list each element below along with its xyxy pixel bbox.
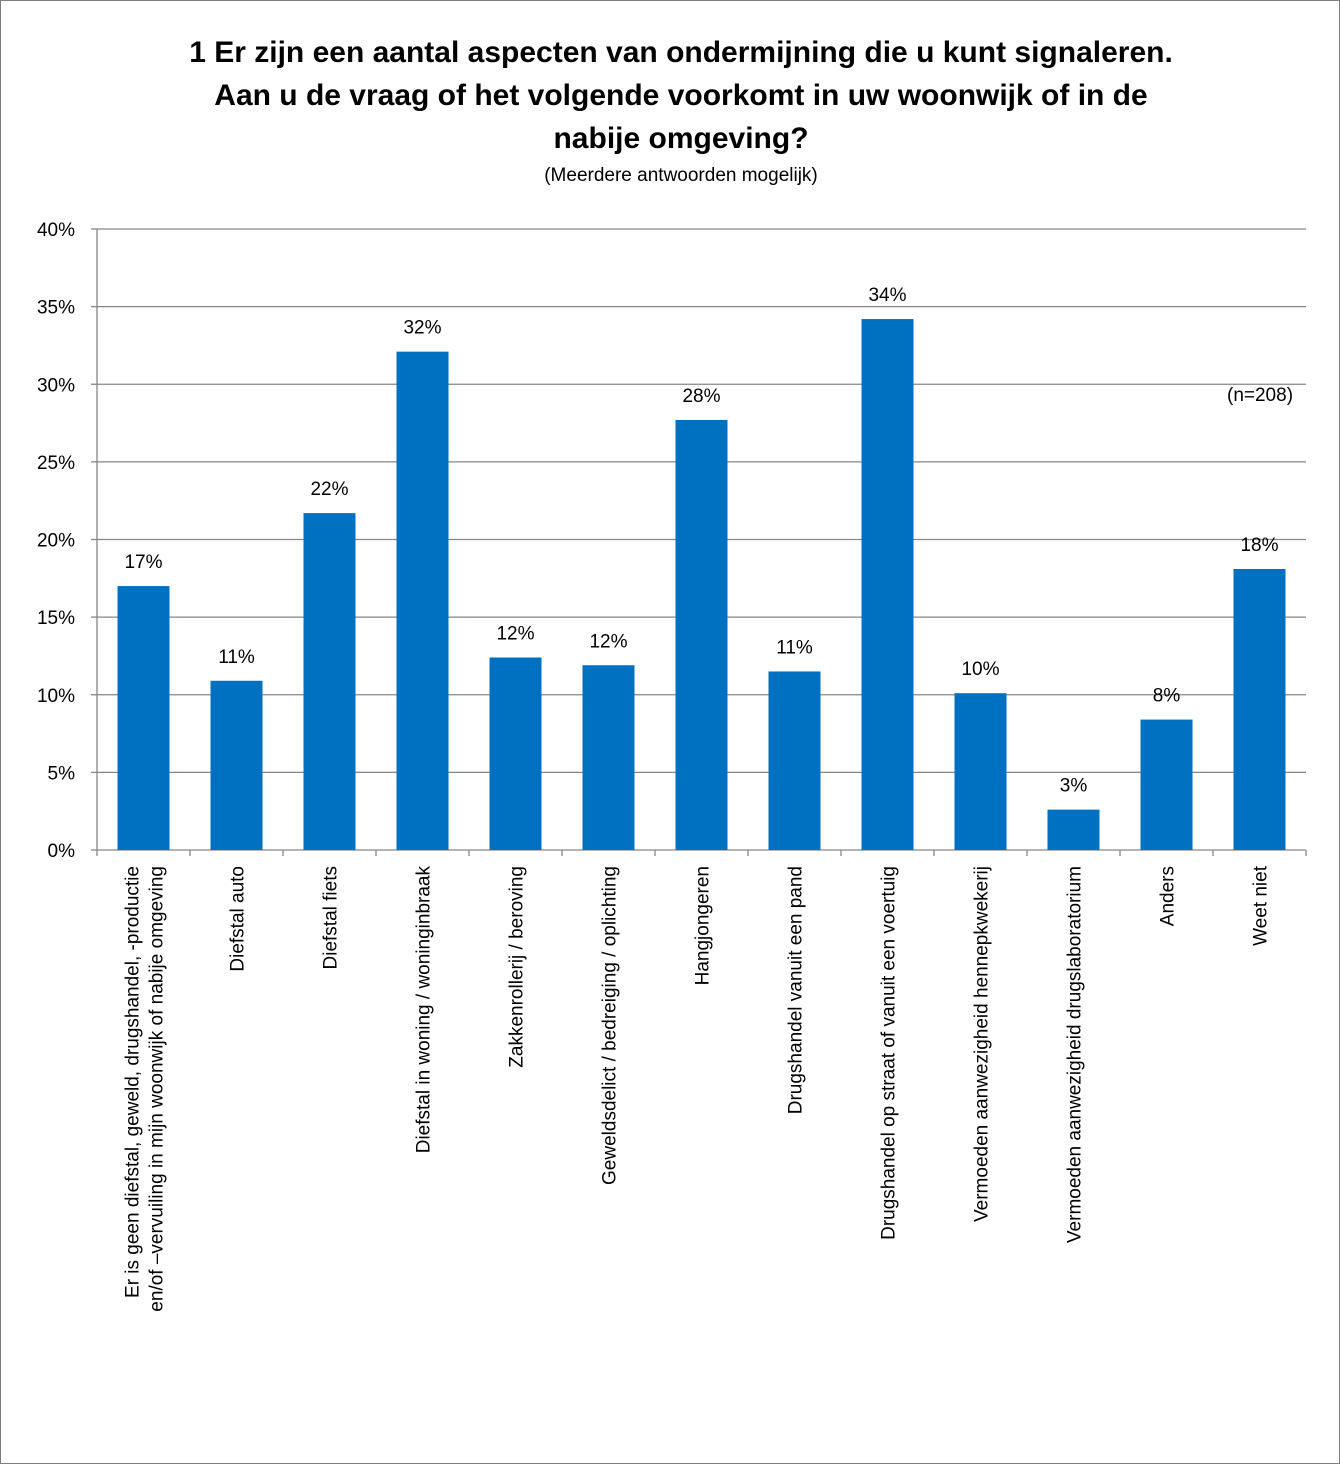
category-label: Geweldsdelict / bedreiging / oplichting	[600, 866, 621, 1185]
category-label: Drugshandel op straat of vanuit een voer…	[879, 866, 900, 1240]
y-tick-label: 5%	[48, 763, 76, 784]
y-tick-label: 40%	[37, 220, 75, 241]
data-label: 11%	[776, 637, 813, 658]
data-label: 22%	[310, 479, 348, 500]
category-label: Diefstal in woning / woninginbraak	[414, 866, 435, 1154]
category-label: Hangjongeren	[693, 866, 714, 985]
category-label: Drugshandel vanuit een pand	[786, 866, 807, 1114]
sample-size-note: (n=208)	[1227, 385, 1294, 406]
data-label: 3%	[1060, 776, 1088, 797]
category-label: Vermoeden aanwezigheid drugslaboratorium	[1065, 866, 1086, 1243]
bar	[303, 513, 356, 850]
y-tick-label: 35%	[37, 298, 75, 319]
category-label: Er is geen diefstal, geweld, drugshandel…	[123, 866, 144, 1298]
bar	[1233, 568, 1286, 850]
y-tick-label: 30%	[37, 375, 75, 396]
y-tick-label: 0%	[48, 841, 76, 862]
data-label: 18%	[1240, 535, 1278, 556]
bar	[117, 586, 170, 850]
bar	[954, 693, 1007, 850]
data-label: 28%	[682, 386, 720, 407]
bar	[768, 671, 821, 850]
data-label: 32%	[403, 318, 441, 339]
category-label: Weet niet	[1251, 865, 1272, 946]
category-label: Diefstal auto	[228, 866, 249, 972]
bar	[582, 665, 635, 850]
data-label: 10%	[961, 659, 999, 680]
bar	[675, 419, 728, 850]
data-label: 8%	[1153, 686, 1181, 707]
data-label: 11%	[218, 647, 255, 668]
chart-subtitle: (Meerdere antwoorden mogelijk)	[544, 165, 818, 186]
y-tick-label: 10%	[37, 686, 75, 707]
category-label: Diefstal fiets	[321, 866, 342, 969]
y-tick-label: 15%	[37, 608, 75, 629]
bar	[861, 319, 914, 850]
category-label: Vermoeden aanwezigheid hennepkwekerij	[972, 866, 993, 1222]
data-label: 12%	[589, 631, 627, 652]
bar	[396, 351, 449, 850]
category-label: Anders	[1158, 866, 1179, 926]
data-label: 34%	[868, 285, 906, 306]
category-label: en/of –vervuiling in mijn woonwijk of na…	[147, 866, 168, 1312]
bar	[1140, 719, 1193, 850]
bar	[210, 680, 263, 850]
chart-title: 1 Er zijn een aantal aspecten van onderm…	[189, 36, 1173, 155]
bar	[1047, 809, 1100, 850]
y-tick-label: 25%	[37, 453, 75, 474]
data-label: 12%	[496, 623, 534, 644]
category-label: Zakkenrollerij / beroving	[507, 866, 528, 1068]
bar	[489, 657, 542, 850]
data-label: 17%	[124, 552, 162, 573]
y-tick-label: 20%	[37, 531, 75, 552]
